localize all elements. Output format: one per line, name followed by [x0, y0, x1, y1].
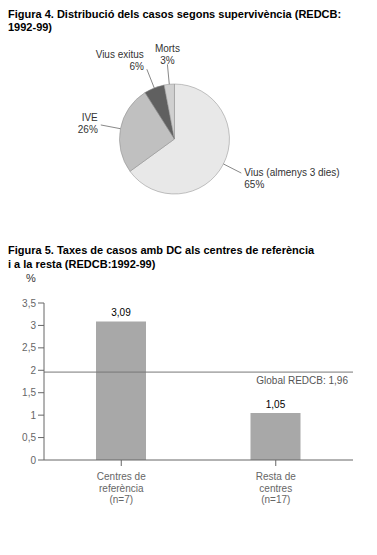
html-text:Figura 5. Taxes de casos amb D: Figura 5. Taxes de casos amb DC als cent… — [8, 244, 315, 270]
svg-text:IVE26%: IVE26% — [78, 112, 98, 135]
svg-text:3: 3 — [30, 320, 36, 331]
svg-text:3,5: 3,5 — [22, 297, 36, 308]
svg-text:Vius exitus6%: Vius exitus6% — [96, 49, 144, 72]
svg-text:1,5: 1,5 — [22, 387, 36, 398]
svg-text:0: 0 — [30, 454, 36, 465]
svg-text:Centres dereferència(n=7): Centres dereferència(n=7) — [97, 471, 146, 505]
svg-text:3,09: 3,09 — [111, 307, 131, 318]
html-text:Figura 4. Distribució dels cas: Figura 4. Distribució dels casos segons … — [8, 8, 342, 34]
svg-text:0,5: 0,5 — [22, 432, 36, 443]
svg-text:Resta decentres(n=17): Resta decentres(n=17) — [256, 471, 296, 505]
svg-text:Vius (almenys 3 dies)65%: Vius (almenys 3 dies)65% — [244, 166, 339, 189]
svg-text:Global REDCB: 1,96: Global REDCB: 1,96 — [256, 375, 348, 386]
svg-text:1,05: 1,05 — [266, 399, 286, 410]
svg-text:2,5: 2,5 — [22, 342, 36, 353]
svg-text:Morts3%: Morts3% — [155, 43, 180, 66]
svg-text:1: 1 — [30, 409, 36, 420]
svg-text:2: 2 — [30, 365, 36, 376]
